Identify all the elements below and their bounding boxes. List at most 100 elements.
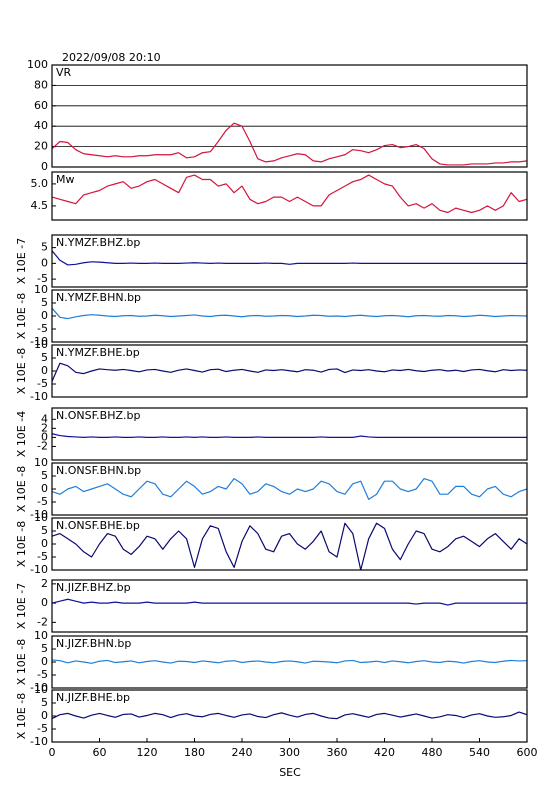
x-axis-label: SEC (279, 766, 301, 779)
panel-frame (51, 344, 528, 398)
trace-line (51, 522, 528, 571)
y-tick-label: 2 (41, 577, 48, 590)
trace-line (51, 598, 527, 606)
y-axis-label: X 10E -8 (15, 521, 28, 567)
panel-frame (51, 171, 528, 221)
panel-frame (51, 234, 528, 288)
y-tick-label: 5 (41, 642, 48, 655)
y-tick-label: 10 (34, 456, 48, 469)
trace-line (51, 250, 527, 266)
y-tick-label: 60 (34, 99, 48, 112)
y-tick-label: -5 (37, 322, 48, 335)
y-tick-label: 4 (41, 412, 48, 425)
y-tick-label: -2 (37, 615, 48, 628)
trace-line (51, 362, 528, 382)
y-tick-label: 80 (34, 78, 48, 91)
panel-label: N.ONSF.BHN.bp (56, 464, 141, 477)
trace-line (51, 174, 528, 214)
x-tick-label: 0 (49, 746, 56, 759)
y-tick-label: -5 (37, 550, 48, 563)
trace-line (51, 122, 528, 166)
y-tick-label: 5 (41, 469, 48, 482)
y-tick-label: -5 (37, 668, 48, 681)
panel-frame (51, 289, 528, 343)
y-axis-label: X 10E -8 (15, 466, 28, 512)
y-tick-label: 0 (41, 309, 48, 322)
y-tick-label: -10 (30, 335, 48, 348)
y-tick-label: 0 (41, 537, 48, 550)
panel-frame (51, 579, 528, 633)
panel-frame (51, 635, 528, 689)
y-tick-label: 5 (41, 524, 48, 537)
y-axis-label: X 10E -8 (15, 293, 28, 339)
y-tick-label: 5 (41, 351, 48, 364)
panel-label: N.JIZF.BHE.bp (56, 691, 130, 704)
y-tick-label: 10 (34, 511, 48, 524)
y-axis-label: X 10E -8 (15, 348, 28, 394)
y-tick-label: -5 (37, 495, 48, 508)
trace-line (51, 433, 527, 438)
y-tick-label: 0 (41, 655, 48, 668)
y-axis-label: X 10E -7 (15, 583, 28, 629)
y-tick-label: -10 (30, 390, 48, 403)
trace-line (51, 478, 528, 500)
y-tick-label: 5.0 (31, 177, 49, 190)
y-tick-label: 100 (27, 58, 48, 71)
x-tick-label: 240 (232, 746, 253, 759)
x-tick-label: 120 (137, 746, 158, 759)
y-tick-label: -10 (30, 563, 48, 576)
panel-label: VR (56, 66, 72, 79)
y-tick-label: 10 (34, 629, 48, 642)
panel-label: N.ONSF.BHZ.bp (56, 409, 140, 422)
y-tick-label: 10 (34, 683, 48, 696)
y-tick-label: -5 (37, 722, 48, 735)
x-tick-label: 540 (469, 746, 490, 759)
panel-frame (51, 517, 528, 571)
y-axis-label: X 10E -7 (15, 238, 28, 284)
chart-title: 2022/09/08 20:10 (62, 51, 161, 64)
panel-label: N.YMZF.BHZ.bp (56, 236, 140, 249)
x-tick-label: 360 (327, 746, 348, 759)
y-tick-label: -2 (37, 439, 48, 452)
y-tick-label: 0 (41, 160, 48, 173)
y-tick-label: -10 (30, 508, 48, 521)
x-tick-label: 300 (279, 746, 300, 759)
panel-frame (51, 64, 528, 168)
y-tick-label: 4.5 (31, 199, 49, 212)
y-tick-label: 40 (34, 119, 48, 132)
y-tick-label: 0 (41, 709, 48, 722)
trace-line (51, 659, 528, 664)
y-axis-label: X 10E -8 (15, 693, 28, 739)
y-tick-label: 10 (34, 283, 48, 296)
y-axis-label: X 10E -4 (15, 411, 28, 457)
y-tick-label: -10 (30, 681, 48, 694)
y-tick-label: 0 (41, 596, 48, 609)
y-tick-label: 2 (41, 421, 48, 434)
panel-frame (51, 462, 528, 516)
panel-label: N.YMZF.BHE.bp (56, 346, 140, 359)
y-tick-label: 10 (34, 338, 48, 351)
x-tick-label: 180 (184, 746, 205, 759)
panel-label: N.JIZF.BHZ.bp (56, 581, 131, 594)
trace-line (51, 711, 528, 720)
y-tick-label: 0 (41, 430, 48, 443)
x-tick-label: 60 (93, 746, 107, 759)
y-axis-label: X 10E -8 (15, 639, 28, 685)
panel-label: Mw (56, 173, 75, 186)
y-tick-label: 5 (41, 696, 48, 709)
panel-frame (51, 407, 528, 461)
y-tick-label: 0 (41, 364, 48, 377)
trace-line (51, 307, 528, 320)
y-tick-label: 0 (41, 256, 48, 269)
y-tick-label: 5 (41, 296, 48, 309)
y-tick-label: 0 (41, 482, 48, 495)
panel-label: N.YMZF.BHN.bp (56, 291, 141, 304)
y-tick-label: 20 (34, 140, 48, 153)
y-tick-label: -5 (37, 272, 48, 285)
y-tick-label: 5 (41, 241, 48, 254)
panel-label: N.ONSF.BHE.bp (56, 519, 140, 532)
panel-label: N.JIZF.BHN.bp (56, 637, 131, 650)
x-tick-label: 420 (374, 746, 395, 759)
